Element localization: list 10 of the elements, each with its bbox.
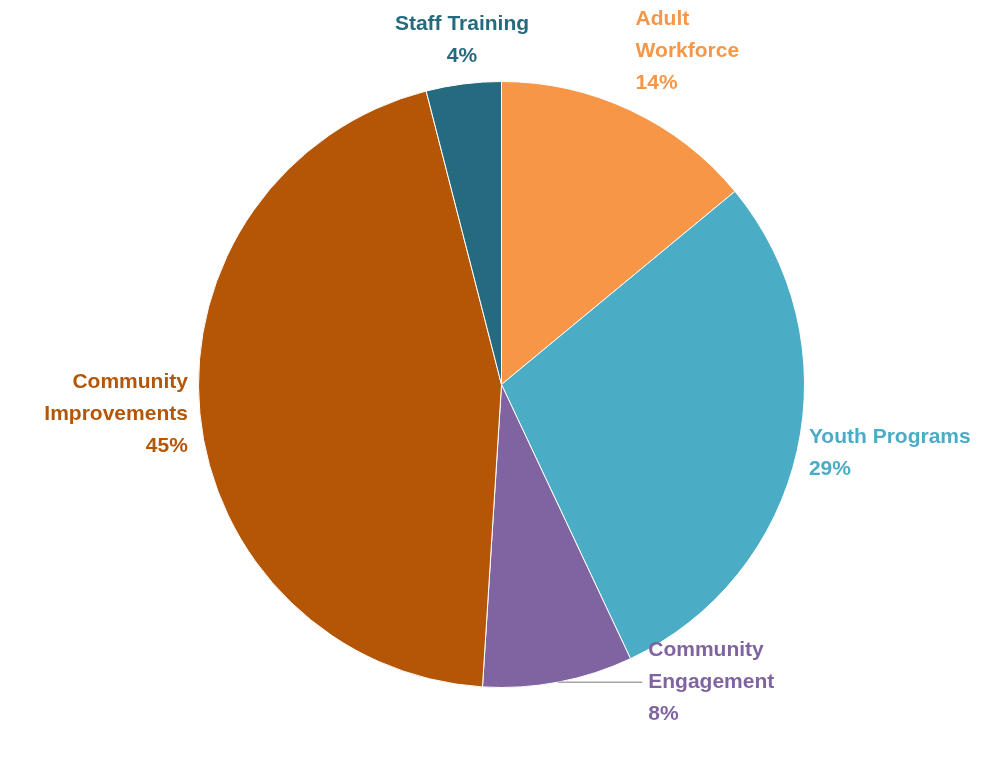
- slice-label: Community Engagement: [648, 636, 775, 692]
- slice-label: Adult Workforce: [635, 6, 740, 62]
- data-label: 8%: [648, 700, 679, 724]
- slice-label: Staff Training: [394, 10, 530, 34]
- data-label: 14%: [635, 70, 678, 94]
- data-label: 45%: [145, 432, 189, 456]
- data-label: 4%: [446, 42, 478, 66]
- slice-label: Youth Programs: [808, 424, 971, 448]
- slice-label: Community Improvements: [44, 368, 189, 424]
- data-label: 29%: [808, 456, 852, 480]
